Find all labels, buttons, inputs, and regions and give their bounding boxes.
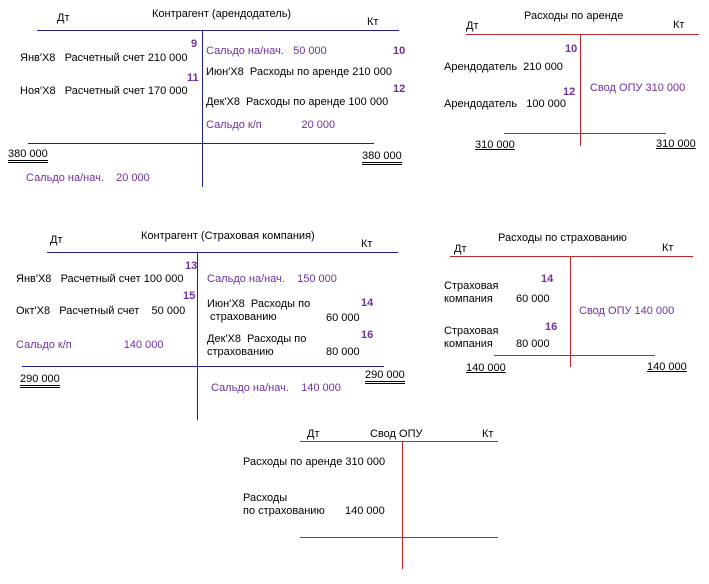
t5-title: Свод ОПУ (370, 428, 423, 440)
t4-total-line (494, 355, 655, 356)
t4-vertical-line (570, 256, 571, 367)
t5-debit-entry: по страхованию (243, 505, 325, 517)
t1-entry-num: 11 (187, 72, 199, 84)
t5-total-line (300, 537, 498, 538)
t3-top-line (47, 252, 398, 253)
t2-debit-entry: Арендодатель 100 000 (444, 98, 566, 110)
t3-entry-num: 16 (361, 329, 374, 341)
t3-dt-label: Дт (50, 234, 63, 246)
t4-title: Расходы по страхованию (498, 232, 627, 244)
t3-debit-total: 290 000 (20, 373, 60, 388)
t5-top-line (300, 441, 498, 442)
t4-debit-entry: компания (444, 293, 493, 305)
t2-kt-label: Кт (673, 19, 685, 31)
t4-top-line (450, 256, 693, 257)
t1-credit-entry: Июн'Х8 Расходы по аренде 210 000 (206, 66, 393, 78)
t1-entry-num: 9 (191, 38, 198, 50)
t5-vertical-line (402, 441, 403, 569)
t2-debit-total: 310 000 (475, 139, 515, 151)
t3-credit-total: 290 000 (365, 369, 405, 384)
t2-debit-entry: Арендодатель 210 000 (444, 61, 563, 73)
t1-credit-entry: Дек'Х8 Расходы по аренде 100 000 (206, 96, 389, 108)
t3-entry-num: 13 (185, 260, 198, 272)
t1-dt-label: Дт (57, 12, 70, 24)
t3-credit-amount: 60 000 (326, 312, 360, 324)
t4-debit-amount: 80 000 (516, 338, 550, 350)
t3-debit-entry: Окт'Х8 Расчетный счет 50 000 (16, 305, 186, 317)
t3-credit-entry: страхованию (207, 346, 274, 358)
t5-debit-amount: 140 000 (345, 505, 385, 517)
t1-debit-entry: Янв'Х8 Расчетный счет 210 000 (20, 52, 188, 64)
t2-credit-entry: Свод ОПУ 310 000 (590, 82, 686, 94)
t4-debit-entry: Страховая (444, 325, 499, 337)
t4-entry-num: 14 (541, 273, 554, 285)
t3-debit-entry: Янв'Х8 Расчетный счет 100 000 (16, 273, 184, 285)
t3-closing-balance: Сальдо к/п 140 000 (16, 339, 164, 351)
t4-debit-entry: компания (444, 338, 493, 350)
t5-dt-label: Дт (307, 428, 320, 440)
t3-title: Контрагент (Страховая компания) (141, 230, 315, 242)
t4-credit-entry: Свод ОПУ 140 000 (579, 305, 675, 317)
t3-opening-credit: Сальдо на/нач. 150 000 (207, 273, 337, 285)
t2-top-line (466, 34, 699, 35)
t3-vertical-line (197, 252, 198, 420)
t1-closing-balance: Сальдо к/п 20 000 (206, 119, 336, 131)
t4-credit-total: 140 000 (647, 361, 687, 373)
t2-dt-label: Дт (466, 20, 479, 32)
t1-credit-total: 380 000 (362, 150, 402, 165)
t4-debit-entry: Страховая (444, 280, 499, 292)
t3-credit-amount: 80 000 (326, 346, 360, 358)
t5-kt-label: Кт (482, 428, 494, 440)
t3-credit-entry: Дек'Х8 Расходы по (207, 333, 307, 345)
t1-kt-label: Кт (367, 16, 379, 28)
t3-credit-entry: страхованию (207, 311, 277, 323)
t2-entry-num: 12 (563, 86, 576, 98)
t4-entry-num: 16 (545, 321, 558, 333)
t1-top-line (37, 30, 399, 31)
t5-debit-entry: Расходы (243, 492, 288, 504)
t3-entry-num: 14 (361, 297, 374, 309)
t1-debit-entry: Ноя'Х8 Расчетный счет 170 000 (20, 85, 188, 97)
t4-debit-total: 140 000 (466, 362, 506, 374)
t1-total-line (28, 143, 374, 144)
t4-kt-label: Кт (662, 242, 674, 254)
t1-debit-total: 380 000 (8, 148, 48, 163)
t5-debit-entry: Расходы по аренде 310 000 (243, 456, 386, 468)
t2-credit-total: 310 000 (656, 138, 696, 150)
t2-total-line (504, 133, 666, 134)
t2-entry-num: 10 (565, 43, 578, 55)
t3-total-line (22, 366, 384, 367)
t3-entry-num: 15 (183, 290, 196, 302)
t3-kt-label: Кт (361, 238, 373, 250)
t4-dt-label: Дт (454, 243, 467, 255)
t1-entry-num: 12 (393, 83, 406, 95)
t2-title: Расходы по аренде (524, 10, 624, 22)
t3-opening-next: Сальдо на/нач. 140 000 (211, 382, 341, 394)
t1-title: Контрагент (арендодатель) (152, 8, 292, 20)
t3-credit-entry: Июн'Х8 Расходы по (207, 298, 311, 310)
t2-vertical-line (580, 34, 581, 146)
t4-debit-amount: 60 000 (516, 293, 550, 305)
t1-vertical-line (202, 30, 203, 187)
t1-opening-next: Сальдо на/нач. 20 000 (26, 172, 150, 184)
t1-entry-num: 10 (393, 45, 406, 57)
t1-opening-credit: Сальдо на/нач. 50 000 (206, 45, 327, 57)
